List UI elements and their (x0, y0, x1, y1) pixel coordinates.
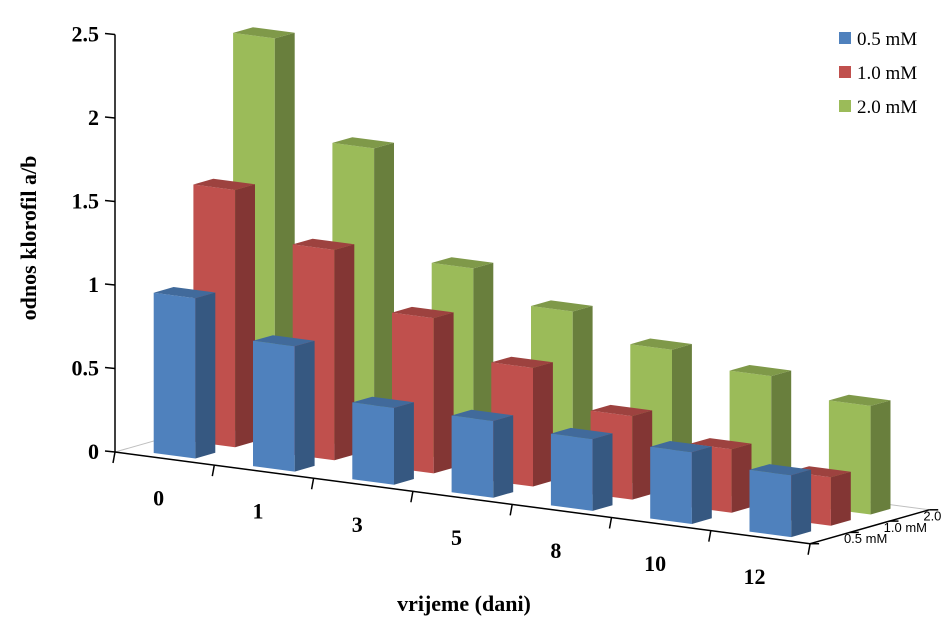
bar-side-face (433, 312, 454, 474)
legend-swatch (839, 32, 851, 44)
x-tick-label: 0 (153, 486, 164, 511)
bar-side-face (195, 292, 216, 459)
depth-tick-label: 2.0 mM (923, 508, 943, 523)
bar-top-face (431, 257, 494, 269)
bar-side-face (493, 415, 514, 498)
x-tick-mark (211, 464, 216, 477)
x-axis-line (114, 451, 811, 545)
bar-top-face (233, 27, 295, 39)
bar-front-face (749, 469, 792, 538)
y-tick-mark (104, 32, 116, 36)
y-tick-mark (104, 199, 116, 203)
y-tick-mark (104, 450, 116, 453)
bar (253, 335, 315, 472)
bar-top-face (153, 287, 216, 299)
y-tick-label: 1.5 (72, 189, 100, 214)
bar-top-face (392, 306, 454, 319)
x-tick-mark (509, 504, 513, 516)
bar-top-face (550, 427, 613, 440)
y-tick-label: 2 (88, 105, 99, 130)
bar-side-face (632, 410, 653, 500)
x-axis-title: vrijeme (dani) (397, 591, 531, 616)
x-tick-mark (310, 478, 315, 490)
bar-front-face (451, 415, 494, 498)
bar-top-face (749, 464, 812, 476)
bar-side-face (870, 400, 891, 515)
bar-side-face (731, 443, 752, 513)
y-tick-label: 0.5 (72, 356, 100, 381)
bar-side-face (274, 32, 295, 436)
legend-swatch (839, 100, 851, 112)
x-tick-label: 8 (550, 538, 561, 563)
legend-swatch (839, 66, 851, 78)
x-tick-mark (410, 491, 414, 503)
bar-top-face (292, 238, 355, 250)
bar-side-face (374, 142, 394, 449)
bar-top-face (590, 404, 653, 417)
depth-axis-line (809, 509, 930, 545)
x-tick-mark (708, 530, 712, 542)
bar-top-face (193, 178, 255, 190)
x-tick-label: 5 (451, 525, 462, 550)
legend-label: 2.0 mM (857, 97, 917, 118)
y-tick-label: 2.5 (72, 22, 100, 47)
y-tick-label: 1 (88, 272, 99, 297)
depth-tick-label: 0.5 mM (844, 531, 887, 546)
bar-top-face (451, 409, 514, 421)
bar (749, 464, 812, 538)
bar-top-face (650, 441, 712, 453)
x-tick-mark (807, 543, 811, 555)
bar-top-face (491, 356, 553, 368)
bar-front-face (352, 402, 394, 485)
bar-front-face (650, 446, 692, 524)
bar-top-face (828, 394, 891, 406)
bar-top-face (531, 300, 593, 312)
legend-label: 0.5 mM (857, 29, 917, 50)
depth-tick-label: 1.0 mM (884, 520, 927, 535)
bar-side-face (394, 402, 414, 485)
bar-side-face (592, 433, 613, 511)
x-tick-mark (112, 451, 116, 464)
legend-label: 1.0 mM (857, 63, 917, 84)
bar-top-face (689, 438, 752, 450)
bar-side-face (533, 362, 553, 487)
y-tick-mark (104, 366, 116, 370)
bar-side-face (235, 184, 255, 448)
chart-bars (153, 27, 891, 538)
bar-top-face (332, 137, 394, 149)
bar-top-face (253, 335, 315, 347)
bar (650, 441, 712, 524)
x-tick-mark (608, 517, 613, 529)
bar-top-face (630, 338, 692, 350)
chart-axes (104, 32, 939, 555)
bar-front-face (550, 433, 593, 511)
bar-side-face (830, 471, 851, 526)
y-tick-mark (104, 116, 116, 119)
bar-side-face (294, 340, 315, 472)
bar (352, 396, 414, 485)
bar-side-face (791, 469, 812, 538)
bar-front-face (253, 340, 295, 472)
chart-legend: 0.5 mM 1.0 mM 2.0 mM (839, 29, 917, 118)
bar-side-face (691, 446, 712, 524)
y-axis-title: odnos klorofil a/b (16, 156, 41, 321)
bar (392, 306, 454, 474)
y-tick-mark (104, 283, 116, 286)
bar-front-face (153, 292, 196, 459)
x-tick-label: 3 (352, 512, 363, 537)
x-tick-label: 10 (644, 551, 666, 576)
bar (550, 427, 613, 511)
bar-top-face (729, 365, 792, 377)
bar (153, 287, 216, 459)
y-tick-label: 0 (88, 439, 99, 464)
x-tick-label: 12 (743, 564, 765, 589)
bar (451, 409, 514, 498)
bar-top-face (352, 396, 414, 408)
x-tick-label: 1 (252, 499, 263, 524)
bar-side-face (334, 244, 355, 461)
